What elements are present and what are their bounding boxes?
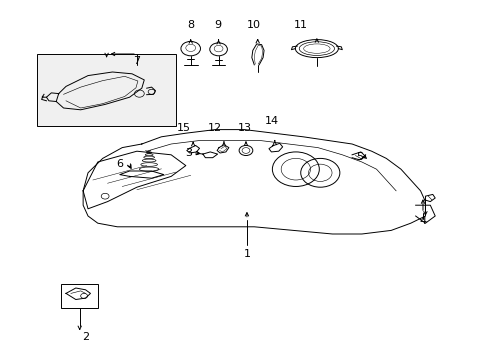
Text: 8: 8 [187, 20, 194, 30]
Text: 1: 1 [243, 249, 250, 259]
Text: 5: 5 [355, 152, 362, 162]
Text: 7: 7 [133, 56, 140, 66]
Text: 14: 14 [264, 116, 278, 126]
Text: 15: 15 [176, 123, 190, 133]
Text: 13: 13 [237, 123, 251, 133]
Text: 12: 12 [208, 123, 222, 133]
Bar [37, 54, 176, 126]
Text: 6: 6 [116, 159, 123, 169]
Text: 11: 11 [293, 20, 307, 30]
Text: 4: 4 [419, 216, 426, 226]
Text: 9: 9 [214, 20, 221, 30]
Bar [61, 284, 98, 308]
Text: 10: 10 [247, 20, 261, 30]
Text: 3: 3 [184, 148, 191, 158]
Text: 2: 2 [82, 332, 89, 342]
